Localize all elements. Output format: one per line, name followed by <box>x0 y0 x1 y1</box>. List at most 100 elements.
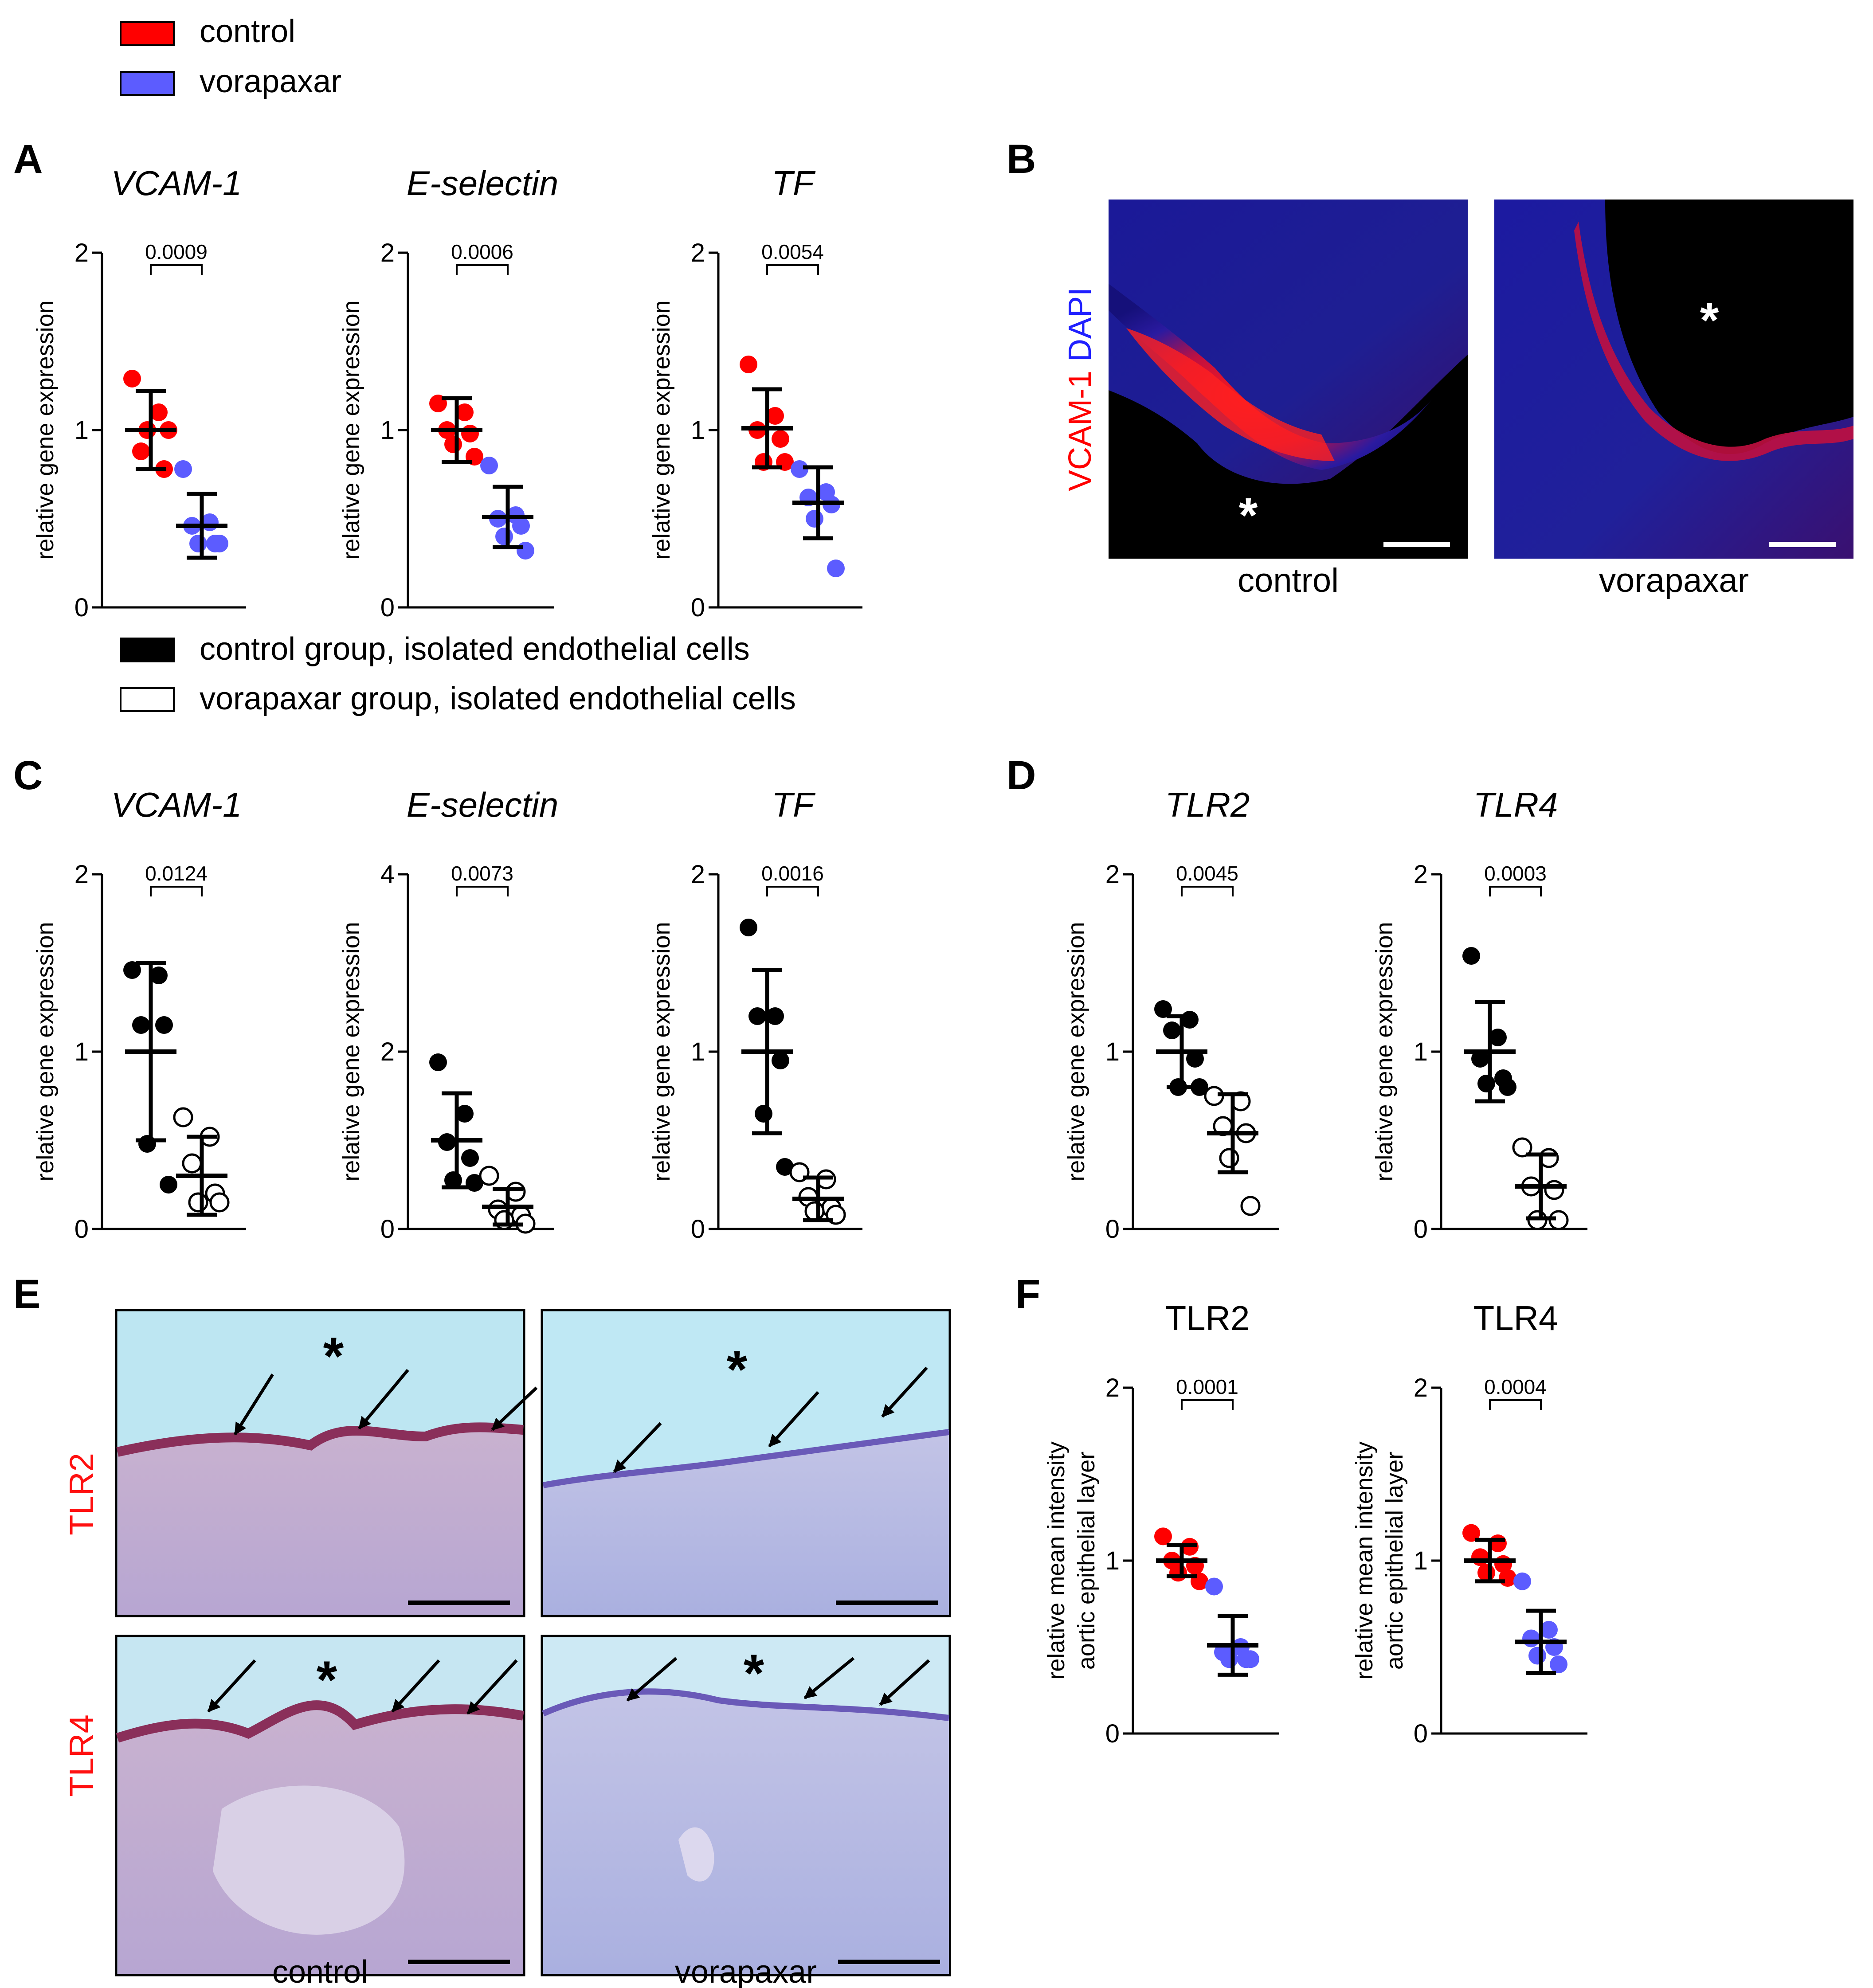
y-tick-label: 2 <box>1414 860 1428 889</box>
y-tick-label: 2 <box>380 239 395 267</box>
scale-bar <box>1383 542 1450 547</box>
chart-c2: E-selectin 0 2 4 relative gene expression 0.0… <box>338 785 558 1244</box>
panel-letter-d: D <box>1007 753 1036 798</box>
y-axis-label: relative gene expression <box>32 300 59 560</box>
y-tick-label: 2 <box>691 860 705 889</box>
arrow <box>881 1366 928 1418</box>
arrow <box>207 1659 256 1713</box>
data-point <box>155 1016 173 1034</box>
micrograph-e-tlr2-control-asterisk: * <box>323 1327 344 1386</box>
data-point <box>772 1052 789 1069</box>
y-tick-label: 1 <box>74 1037 89 1066</box>
y-tick-label: 0 <box>691 1215 705 1244</box>
micrograph-e-tlr4-control-asterisk: * <box>317 1650 337 1710</box>
panel-letters: A B C D E F <box>13 137 1040 1317</box>
data-point <box>1169 1564 1187 1582</box>
data-point <box>1540 1621 1558 1639</box>
data-point <box>740 356 757 373</box>
panel-letter-a: A <box>13 137 43 182</box>
data-point <box>1186 1050 1204 1068</box>
significance-bracket <box>1181 1399 1234 1410</box>
significance-bracket <box>1489 1399 1542 1410</box>
micrograph-e-tlr2-vorapaxar-asterisk: * <box>727 1340 748 1399</box>
y-tick-label: 0 <box>380 593 395 622</box>
significance-bracket <box>1489 886 1542 896</box>
data-point <box>1191 1078 1208 1096</box>
p-value-label: 0.0009 <box>145 240 208 263</box>
arrow <box>491 1386 538 1431</box>
data-point <box>479 1166 499 1186</box>
data-point <box>766 1007 784 1025</box>
data-point <box>748 1007 766 1025</box>
p-value-label: 0.0073 <box>451 862 513 885</box>
arrow <box>879 1659 930 1706</box>
p-value-label: 0.0124 <box>145 862 208 885</box>
side-label-dapi: DAPI <box>1062 287 1098 362</box>
arrow <box>358 1369 409 1430</box>
arrow <box>768 1391 819 1448</box>
chart-d2: TLR4 0 1 2 relative gene expression 0.0003 <box>1371 785 1587 1244</box>
data-point <box>740 919 757 936</box>
data-point <box>123 961 141 979</box>
data-point <box>1220 1650 1238 1668</box>
micrograph-e-tlr2-control: * <box>115 1309 538 1617</box>
micrograph-b-caption-control: control <box>1238 562 1339 599</box>
data-point <box>456 1105 474 1123</box>
chart-c1: VCAM-1 0 1 2 relative gene expression 0.0124 <box>32 785 246 1244</box>
panel-e-row-label-tlr2: TLR2 <box>63 1453 101 1535</box>
data-point <box>1489 1029 1507 1046</box>
arrow <box>391 1659 440 1713</box>
y-axis-label: aortic epithelial layer <box>1073 1452 1100 1670</box>
y-tick-label: 2 <box>1105 1374 1120 1402</box>
data-point <box>1471 1050 1489 1068</box>
data-point <box>1528 1647 1546 1665</box>
middle-legend: control group, isolated endothelial cell… <box>120 631 796 716</box>
y-tick-label: 1 <box>691 416 705 445</box>
y-tick-label: 1 <box>1414 1037 1428 1066</box>
panel-letter-c: C <box>13 753 43 798</box>
data-point <box>1477 1564 1495 1582</box>
data-point <box>1462 947 1480 965</box>
p-value-label: 0.0045 <box>1176 862 1238 885</box>
data-point <box>1477 1075 1495 1092</box>
y-tick-label: 2 <box>380 1037 395 1066</box>
data-point <box>182 1153 202 1174</box>
data-point <box>1512 1137 1532 1158</box>
data-point <box>461 425 479 442</box>
data-point <box>1154 1527 1172 1546</box>
chart-a2: E-selectin 0 1 2 relative gene expression 0.0… <box>338 164 558 622</box>
data-point <box>132 442 150 460</box>
data-point <box>160 1176 177 1194</box>
y-tick-label: 0 <box>1414 1719 1428 1748</box>
data-point <box>480 457 498 474</box>
data-point <box>766 407 784 425</box>
y-tick-label: 2 <box>1414 1374 1428 1402</box>
data-point <box>173 1107 193 1127</box>
data-point <box>461 1149 479 1167</box>
scale-bar <box>838 1960 940 1964</box>
data-point <box>1242 1650 1259 1668</box>
data-point <box>1522 1629 1540 1648</box>
panel-b-micrographs: VCAM-1 DAPI * * control vorapaxar <box>1062 200 1853 599</box>
panel-e-micrographs: TLR2 TLR4 * * <box>63 1309 951 1988</box>
y-tick-label: 1 <box>1414 1546 1428 1575</box>
micrograph-b-caption-vorapaxar: vorapaxar <box>1599 562 1749 599</box>
chart-title: TF <box>772 785 816 824</box>
chart-a3: TF 0 1 2 relative gene expression 0.0054 <box>648 164 862 622</box>
y-tick-label: 4 <box>380 860 395 889</box>
top-legend: control vorapaxar <box>120 14 341 99</box>
data-point <box>1550 1655 1567 1673</box>
arrow <box>613 1422 662 1473</box>
data-point <box>791 460 808 478</box>
side-label-vcam: VCAM-1 <box>1062 371 1098 491</box>
micrograph-e-caption-control: control <box>272 1954 368 1988</box>
legend-label-vorapaxar-group: vorapaxar group, isolated endothelial ce… <box>200 681 796 716</box>
p-value-label: 0.0001 <box>1176 1375 1238 1398</box>
micrograph-b-vorapaxar-asterisk: * <box>1700 293 1719 348</box>
y-axis-label: relative mean intensity <box>1043 1441 1070 1679</box>
y-tick-label: 0 <box>691 593 705 622</box>
y-axis-label: relative gene expression <box>648 300 675 560</box>
p-value-label: 0.0006 <box>451 240 513 263</box>
chart-title: TLR2 <box>1165 1299 1250 1338</box>
data-point <box>495 528 513 545</box>
